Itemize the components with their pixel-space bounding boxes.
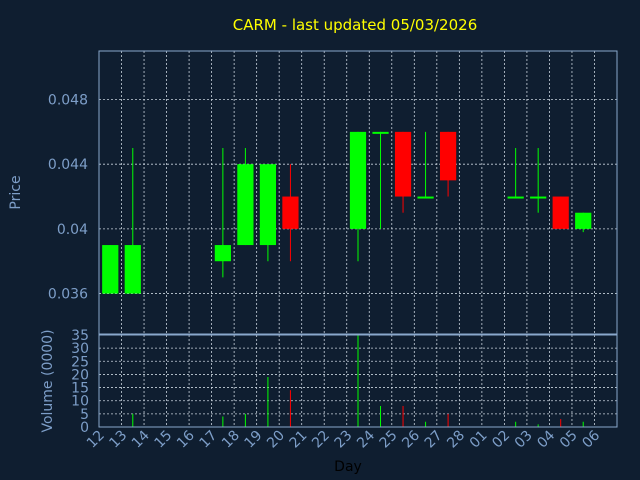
price-y-tick-label: 0.048 bbox=[48, 93, 88, 109]
volume-plot-frame bbox=[98, 334, 618, 428]
x-tick-label: 25 bbox=[377, 428, 401, 452]
x-tick-label: 03 bbox=[512, 428, 536, 452]
volume-grid bbox=[99, 334, 617, 428]
x-tick-label: 22 bbox=[309, 428, 333, 452]
x-tick-label: 27 bbox=[422, 428, 446, 452]
volume-y-tick-label: 20 bbox=[71, 367, 89, 383]
candle-body bbox=[102, 245, 119, 294]
price-y-tick-label: 0.04 bbox=[57, 222, 88, 238]
volume-y-tick-label: 0 bbox=[80, 420, 89, 436]
candle-body bbox=[507, 196, 524, 199]
volume-y-tick-label: 15 bbox=[71, 381, 89, 397]
x-tick-label: 20 bbox=[264, 428, 288, 452]
candle-body bbox=[439, 131, 457, 181]
candle-body bbox=[214, 245, 231, 262]
price-y-tick-label: 0.036 bbox=[48, 287, 88, 303]
price-y-ticks: 0.036 0.04 0.044 0.048 bbox=[48, 93, 88, 303]
candle-body bbox=[259, 164, 277, 246]
x-axis-label: Day bbox=[334, 459, 362, 475]
x-tick-label: 02 bbox=[489, 428, 513, 452]
x-tick-label: 16 bbox=[174, 427, 198, 451]
x-tick-label: 17 bbox=[197, 428, 221, 452]
x-tick-label: 04 bbox=[534, 427, 558, 451]
candle-body bbox=[237, 164, 254, 246]
volume-y-tick-label: 25 bbox=[71, 354, 89, 370]
x-tick-label: 23 bbox=[332, 428, 356, 452]
x-tick-label: 28 bbox=[444, 428, 468, 452]
x-tick-label: 15 bbox=[151, 428, 175, 452]
x-tick-label: 21 bbox=[287, 428, 311, 452]
x-tick-label: 13 bbox=[106, 428, 130, 452]
volume-y-tick-label: 10 bbox=[71, 394, 89, 410]
volume-y-tick-label: 5 bbox=[80, 407, 89, 423]
volume-y-tick-label: 30 bbox=[71, 341, 89, 357]
price-axis-label: Price bbox=[8, 175, 24, 209]
candle-body bbox=[349, 131, 367, 229]
x-tick-label: 06 bbox=[579, 427, 603, 451]
candle-body bbox=[552, 196, 569, 229]
candle-body bbox=[124, 245, 141, 294]
price-grid bbox=[99, 51, 617, 334]
candle-body bbox=[282, 196, 299, 229]
x-tick-label: 14 bbox=[129, 427, 153, 451]
candle-body bbox=[530, 196, 547, 199]
volume-bars bbox=[132, 335, 584, 427]
x-tick-label: 19 bbox=[242, 428, 266, 452]
candle-body bbox=[417, 196, 434, 199]
x-ticks: 1213141516171819202122232425262728010203… bbox=[84, 427, 603, 451]
candle-body bbox=[575, 212, 592, 229]
x-tick-label: 01 bbox=[467, 428, 491, 452]
candle-body bbox=[372, 131, 389, 134]
volume-y-tick-label: 35 bbox=[71, 328, 89, 344]
x-tick-label: 26 bbox=[399, 427, 423, 451]
x-tick-label: 24 bbox=[354, 427, 378, 451]
price-plot-frame bbox=[98, 50, 618, 335]
volume-axis-label: Volume (0000) bbox=[40, 329, 56, 432]
x-tick-label: 18 bbox=[219, 428, 243, 452]
candle-body bbox=[394, 131, 412, 197]
chart-title: CARM - last updated 05/03/2026 bbox=[233, 16, 477, 34]
price-y-tick-label: 0.044 bbox=[48, 157, 88, 173]
x-tick-label: 05 bbox=[557, 428, 581, 452]
candles bbox=[102, 131, 592, 294]
